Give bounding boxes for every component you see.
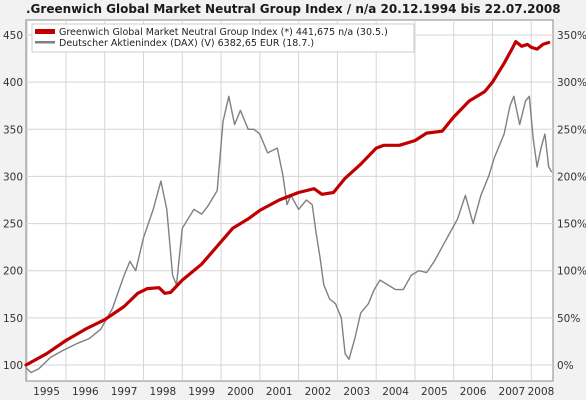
y-right-tick-label: 100% [557, 266, 586, 278]
x-tick-label: 2001 [266, 386, 293, 398]
y-left-tick-label: 350 [3, 124, 23, 136]
series-line-dax [25, 95, 553, 374]
x-tick-label: 2002 [305, 386, 332, 398]
x-tick-label: 1998 [150, 386, 177, 398]
y-right-tick-label: 0% [557, 360, 574, 372]
y-left-tick-label: 300 [3, 171, 23, 183]
x-tick-label: 2008 [528, 386, 555, 398]
y-axis-left: 100 150 200 250 300 350 400 450 [3, 30, 23, 372]
y-left-tick-label: 100 [3, 360, 23, 372]
y-right-tick-label: 300% [557, 77, 586, 89]
x-tick-label: 2004 [382, 386, 409, 398]
x-axis: 1995 1996 1997 1998 1999 2000 2001 2002 2003 2004… [33, 386, 554, 398]
legend-swatch-dax [35, 41, 55, 44]
x-tick-label: 2000 [227, 386, 254, 398]
y-right-tick-label: 150% [557, 219, 586, 231]
y-left-tick-label: 400 [3, 77, 23, 89]
x-tick-label: 2006 [460, 386, 487, 398]
legend-label-greenwich: Greenwich Global Market Neutral Group In… [59, 27, 388, 38]
y-axis-right: 0% 50% 100% 150% 200% 250% 300% 350% [557, 30, 586, 372]
legend-label-dax: Deutscher Aktienindex (DAX) (V) 6382,65 … [59, 38, 314, 49]
legend-box [31, 23, 415, 53]
y-left-tick-label: 250 [3, 219, 23, 231]
y-left-tick-label: 200 [3, 266, 23, 278]
x-tick-label: 1997 [111, 386, 138, 398]
y-left-tick-label: 150 [3, 313, 23, 325]
x-tick-label: 1996 [72, 386, 99, 398]
y-right-tick-label: 350% [557, 30, 586, 42]
x-tick-label: 1999 [188, 386, 215, 398]
legend: Greenwich Global Market Neutral Group In… [31, 23, 415, 53]
y-right-tick-label: 200% [557, 171, 586, 183]
y-left-tick-label: 450 [3, 30, 23, 42]
y-right-tick-label: 250% [557, 124, 586, 136]
x-tick-label: 1995 [33, 386, 60, 398]
x-tick-label: 2005 [421, 386, 448, 398]
series-line-greenwich [24, 40, 551, 367]
y-right-tick-label: 50% [557, 313, 580, 325]
series-layer [24, 40, 553, 374]
x-tick-label: 2003 [343, 386, 370, 398]
x-tick-label: 2007 [499, 386, 526, 398]
chart-title: .Greenwich Global Market Neutral Group I… [26, 2, 561, 16]
legend-swatch-greenwich [35, 29, 55, 34]
